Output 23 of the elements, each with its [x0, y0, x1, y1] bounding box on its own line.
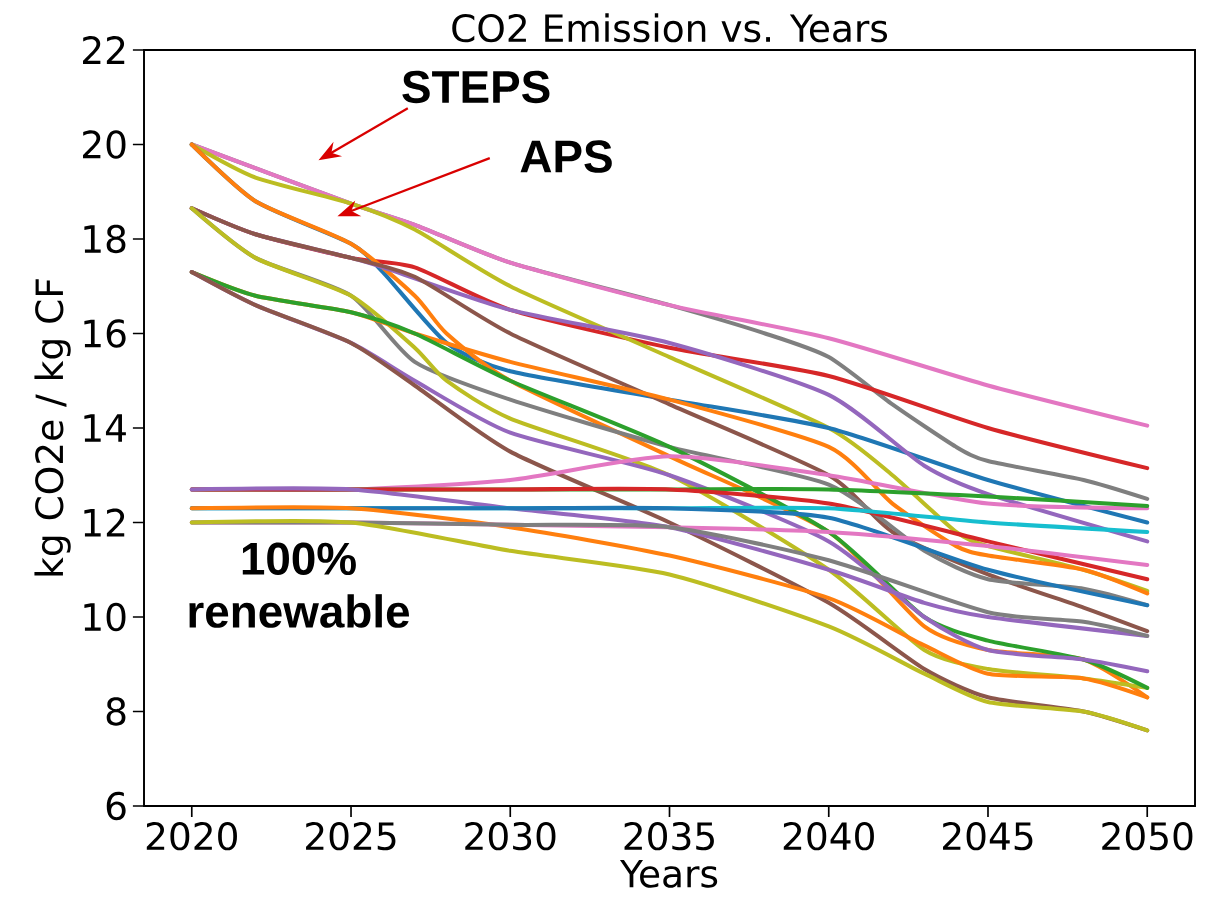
y-axis-title: kg CO2e / kg CF: [34, 279, 71, 576]
y-tick-label: 18: [84, 224, 126, 254]
x-axis-title: Years: [619, 859, 718, 888]
x-tick-label: 2020: [146, 822, 237, 851]
y-tick-label: 10: [84, 602, 126, 632]
y-tick-label: 20: [83, 130, 126, 159]
y-tick-label: 6: [106, 791, 126, 821]
x-tick-label: 2035: [624, 822, 714, 851]
x-tick-label: 2045: [943, 822, 1033, 851]
y-tick-label: 16: [84, 319, 126, 348]
x-tick-label: 2030: [465, 822, 556, 851]
line-series: [189, 519, 1150, 733]
x-tick-label: 2025: [306, 822, 396, 851]
x-tick-label: 2050: [1102, 822, 1193, 851]
annotation: 100% renewable: [189, 542, 410, 628]
y-tick-label: 22: [83, 36, 125, 64]
chart-title: CO2 Emission vs. Years: [452, 13, 888, 43]
annotation: APS: [520, 140, 612, 173]
x-tick-label: 2040: [783, 822, 874, 851]
annotation: STEPS: [402, 70, 550, 104]
y-tick-label: 12: [84, 508, 125, 537]
y-tick-label: 8: [106, 697, 126, 726]
y-tick-label: 14: [84, 414, 126, 442]
